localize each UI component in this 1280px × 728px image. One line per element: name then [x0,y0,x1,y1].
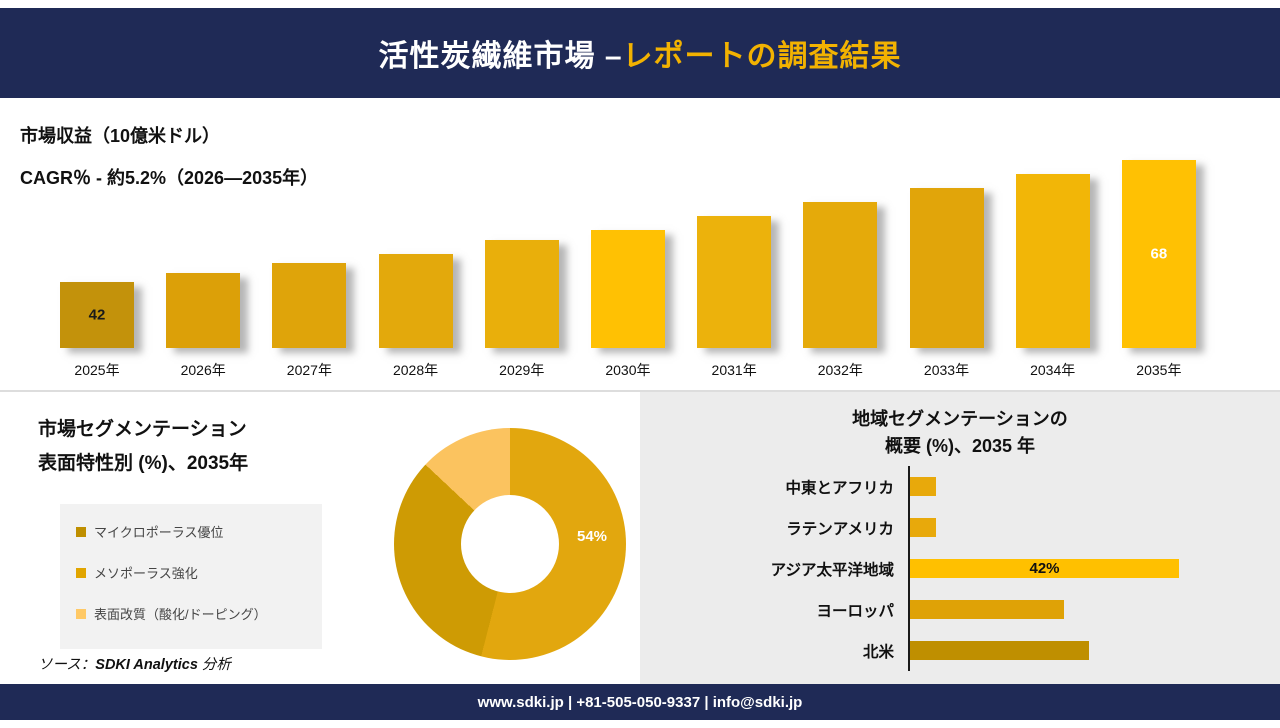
regional-bar-label: ラテンアメリカ [786,520,894,538]
bottom-panels: 市場セグメンテーション 表面特性別 (%)、2035年 マイクロポーラス優位 メソ… [0,392,1280,684]
regional-bar-rect [910,477,936,496]
revenue-bars-area: 42 2025年 2026年 2027年 2028年 2029年 2030年 2031年 203… [60,160,1196,378]
legend-label: メソポーラス強化 [94,566,198,581]
regional-bar-row: 中東とアフリカ [640,466,1274,507]
donut-chart: 54% [394,428,626,660]
segmentation-subtitle: 表面特性別 (%)、2035年 [38,453,249,474]
legend-label: マイクロポーラス優位 [94,525,224,540]
source-prefix: ソース： [38,657,96,673]
segmentation-panel: 市場セグメンテーション 表面特性別 (%)、2035年 マイクロポーラス優位 メソ… [0,392,640,684]
revenue-bar-rect [803,202,878,348]
regional-bar-track [908,630,1274,671]
revenue-bar-year-label: 2033年 [923,362,970,378]
legend-swatch [76,608,86,619]
revenue-bar-year-label: 2034年 [1030,362,1076,378]
source-suffix: 分析 [197,657,231,673]
revenue-bar-rect [909,188,984,348]
footer-contact: www.sdki.jp | +81-505-050-9337 | info@sd… [477,693,803,711]
revenue-bar-year-label: 2028年 [392,362,439,378]
revenue-bar: 2027年 [272,263,347,378]
legend-item: 表面改質（酸化/ドーピング） [76,604,306,623]
source-note: ソース：SDKI Analytics 分析 [38,653,231,674]
revenue-bar-value-label: 68 [1150,245,1168,263]
legend-swatch [76,526,86,537]
revenue-bar-rect [590,230,665,348]
regional-bar-row: ラテンアメリカ [640,507,1274,548]
regional-bar-track: 42% [908,548,1274,589]
revenue-bar: 2030年 [590,230,665,378]
page-title-gold: レポートの調査結果 [622,40,902,73]
revenue-bar-year-label: 2027年 [286,362,332,378]
revenue-bar-year-label: 2032年 [817,362,863,378]
page-title: 活性炭繊維市場 –レポートの調査結果 [378,31,901,75]
source-brand: SDKI Analytics [95,657,198,673]
regional-bar-rect [910,518,936,537]
regional-bar-track [908,466,1274,507]
regional-bar-row: 北米 [640,630,1274,671]
footer-banner: www.sdki.jp | +81-505-050-9337 | info@sd… [0,684,1280,720]
legend-item: マイクロポーラス優位 [76,522,306,541]
revenue-bar: 2032年 [803,202,878,378]
regional-bar-label: 中東とアフリカ [785,479,894,497]
segmentation-title: 市場セグメンテーション [38,419,247,440]
revenue-bar: 2033年 [909,188,984,378]
revenue-bar: 2026年 [166,273,241,378]
revenue-bar-year-label: 2031年 [711,362,757,378]
segmentation-legend: マイクロポーラス優位 メソポーラス強化表面改質（酸化/ドーピング） [60,504,322,649]
legend-item: メソポーラス強化 [76,563,306,582]
revenue-bar: 68 2035年 [1121,160,1196,378]
revenue-bar-rect [272,263,347,348]
donut-value-label: 54% [577,528,608,545]
revenue-chart-title: 市場収益（10億米ドル） [20,126,221,146]
regional-bar-value-label: 42% [1029,560,1060,577]
revenue-bar-year-label: 2030年 [605,362,651,378]
header-banner: 活性炭繊維市場 –レポートの調査結果 [0,8,1280,98]
regional-title: 地域セグメンテーションの 概要 (%)、2035 年 [640,406,1280,460]
revenue-bar: 2028年 [378,254,453,378]
revenue-bar: 42 2025年 [60,282,134,378]
regional-title-line2: 概要 (%)、2035 年 [884,436,1036,456]
revenue-bar-rect: 68 [1121,160,1196,348]
regional-bar-label: アジア太平洋地域 [770,561,894,579]
revenue-bar-year-label: 2026年 [180,362,226,378]
revenue-bar-rect [378,254,453,348]
regional-bar-rect [910,600,1064,619]
legend-label: 表面改質（酸化/ドーピング） [94,607,267,622]
regional-bar-row: アジア太平洋地域 42% [640,548,1274,589]
page-title-white: 活性炭繊維市場 – [378,40,623,73]
revenue-bar: 2031年 [697,216,772,378]
revenue-bar-rect [166,273,241,348]
regional-bar-row: ヨーロッパ [640,589,1274,630]
revenue-bar-rect: 42 [60,282,134,348]
revenue-bar-value-label: 42 [88,306,106,324]
legend-swatch [76,567,86,578]
regional-title-line1: 地域セグメンテーションの [852,409,1068,429]
revenue-bar: 2034年 [1015,174,1090,378]
revenue-bar-rect [484,240,559,348]
section-divider [0,390,1280,392]
revenue-bar-rect [697,216,772,348]
revenue-bar-year-label: 2025年 [74,362,120,378]
revenue-chart-cagr: CAGR％ - 約5.2%（2026―2035年） [20,168,319,188]
regional-bar-label: ヨーロッパ [816,602,894,620]
regional-bar-track [908,589,1274,630]
revenue-bar-year-label: 2029年 [499,362,545,378]
regional-bar-label: 北米 [862,643,894,661]
regional-bar-rect [910,641,1089,660]
regional-bars-area: 中東とアフリカ ラテンアメリカアジア太平洋地域 42% ヨーロッパ北米 [640,466,1274,671]
revenue-chart-heading: 市場収益（10億米ドル） CAGR％ - 約5.2%（2026―2035年） [20,122,318,206]
revenue-bar: 2029年 [484,240,559,378]
revenue-bar-rect [1015,174,1090,348]
regional-bar-rect: 42% [910,559,1179,578]
revenue-bar-year-label: 2035年 [1136,362,1182,378]
regional-panel: 地域セグメンテーションの 概要 (%)、2035 年 中東とアフリカ ラテンアメリ… [640,392,1280,684]
regional-bar-track [908,507,1274,548]
revenue-bar-chart: 市場収益（10億米ドル） CAGR％ - 約5.2%（2026―2035年） 4… [0,98,1280,390]
